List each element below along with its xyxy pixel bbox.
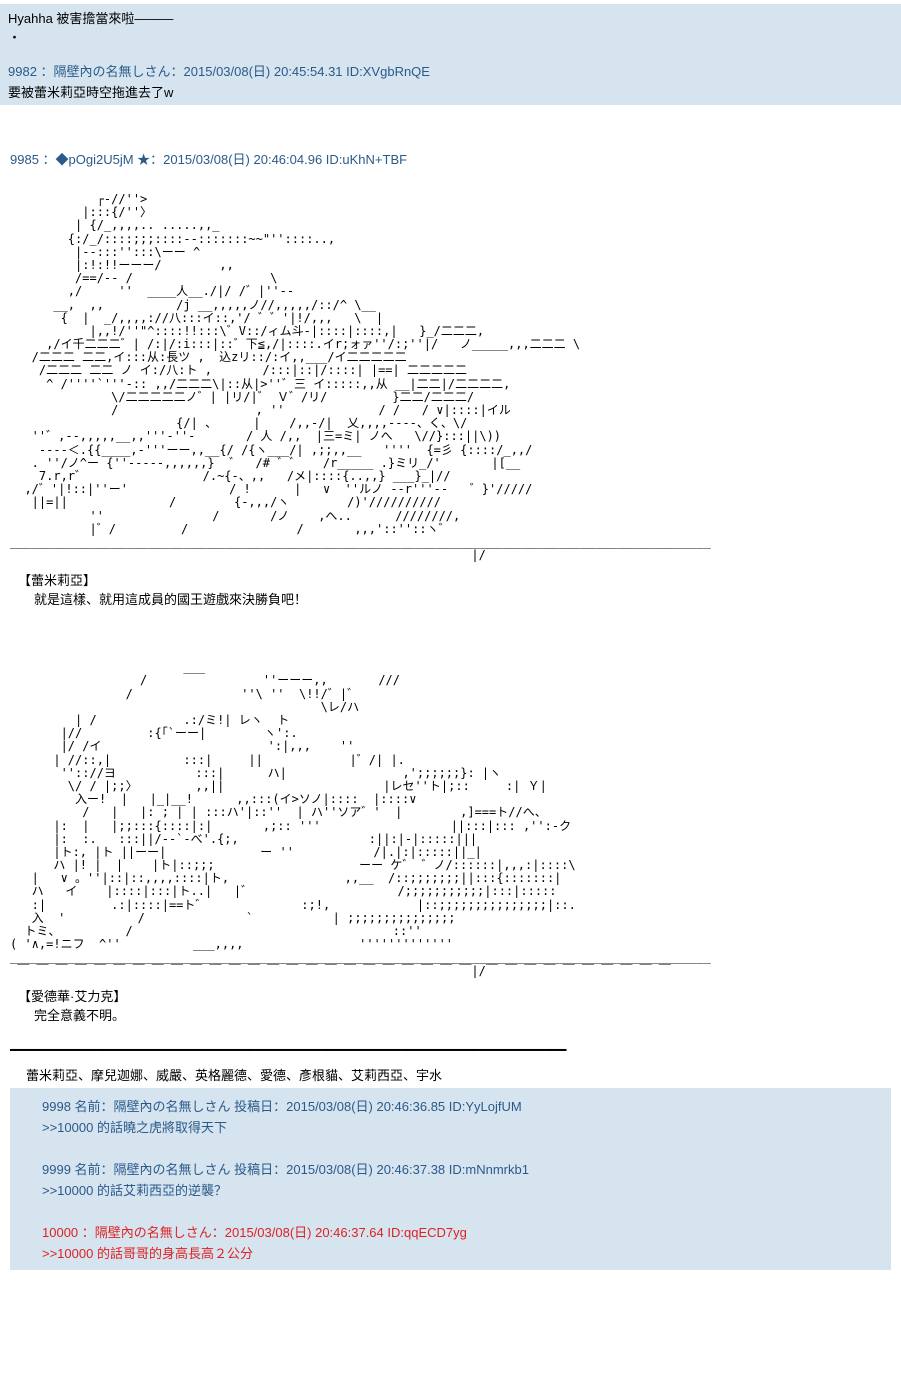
ascii-art-2: ___ / ''ーーー,, /// / ''\ '' \!!/゛|゛ \レ/ハ …: [10, 661, 891, 978]
nested-quote-block: 9998 名前：隔壁內の名無しさん 投稿日：2015/03/08(日) 20:4…: [10, 1088, 891, 1270]
ascii-art-1: ┌‐//''> |:::{/''〉 | {/_,,,,.. .....,,_ {…: [10, 193, 891, 562]
post-9999: 9999 名前：隔壁內の名無しさん 投稿日：2015/03/08(日) 20:4…: [18, 1157, 883, 1201]
post-9985: 9985 ：◆pOgi2U5jM ★：2015/03/08(日) 20:46:0…: [0, 139, 901, 1284]
separator-line: ━━━━━━━━━━━━━━━━━━━━━━━━━━━━━━━━━━━━━━━━…: [10, 1043, 891, 1057]
post-9985-header[interactable]: 9985 ：◆pOgi2U5jM ★：2015/03/08(日) 20:46:0…: [10, 149, 891, 168]
speaker-1: 【蕾米莉亞】: [18, 570, 891, 589]
post-9982-header[interactable]: 9982 ：隔壁內の名無しさん：2015/03/08(日) 20:45:54.3…: [8, 61, 893, 80]
quote-line-1: Hyahha 被害擔當來啦———: [8, 8, 893, 27]
post-9999-body[interactable]: >>10000 的話艾莉西亞的逆襲？: [42, 1183, 227, 1198]
speaker-2: 【愛德華·艾力克】: [18, 986, 891, 1005]
post-10000-header[interactable]: 10000 ：隔壁內の名無しさん：2015/03/08(日) 20:46:37.…: [42, 1222, 859, 1241]
dialogue-1: 就是這樣、就用這成員的國王遊戲來決勝負吧！: [34, 589, 891, 608]
post-9998: 9998 名前：隔壁內の名無しさん 投稿日：2015/03/08(日) 20:4…: [18, 1094, 883, 1138]
post-9999-header[interactable]: 9999 名前：隔壁內の名無しさん 投稿日：2015/03/08(日) 20:4…: [42, 1159, 859, 1178]
top-quote-block: Hyahha 被害擔當來啦——— ・ 9982 ：隔壁內の名無しさん：2015/…: [0, 4, 901, 105]
post-9998-body[interactable]: >>10000 的話曉之虎將取得天下: [42, 1120, 227, 1135]
character-name-list: 蕾米莉亞、摩兒迦娜、威嚴、英格麗德、愛德、彥根貓、艾莉西亞、宇水: [26, 1065, 891, 1084]
dialogue-2: 完全意義不明。: [34, 1005, 891, 1024]
post-9998-header[interactable]: 9998 名前：隔壁內の名無しさん 投稿日：2015/03/08(日) 20:4…: [42, 1096, 859, 1115]
post-10000: 10000 ：隔壁內の名無しさん：2015/03/08(日) 20:46:37.…: [18, 1220, 883, 1264]
quote-line-2: ・: [8, 27, 893, 46]
post-9982-body: 要被蕾米莉亞時空拖進去了w: [8, 82, 893, 101]
post-10000-body[interactable]: >>10000 的話哥哥的身高長高２公分: [42, 1246, 253, 1261]
